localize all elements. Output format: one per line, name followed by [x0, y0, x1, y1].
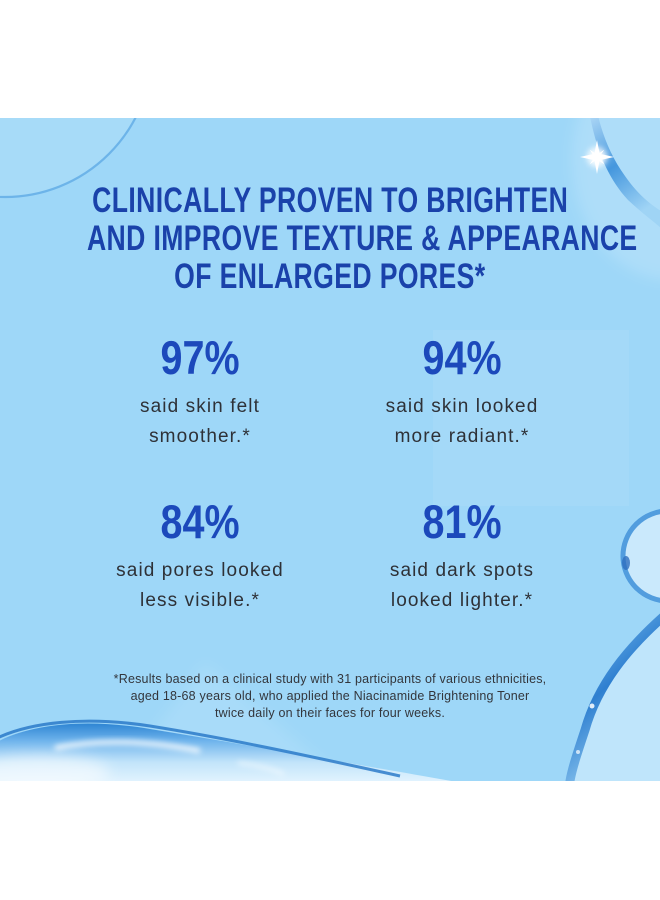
stat-label-line: less visible.* — [140, 590, 260, 611]
stat-label-line: said skin looked — [385, 396, 539, 417]
stat-pores: 84% said pores looked less visible.* — [35, 498, 365, 616]
droplet-bottom-left-decoration — [0, 719, 452, 781]
headline-line-2: AND IMPROVE TEXTURE & APPEARANCE — [86, 219, 638, 258]
stat-value: 81% — [422, 495, 502, 548]
stat-label-line: said dark spots — [389, 560, 535, 581]
stat-dark-spots: 81% said dark spots looked lighter.* — [297, 498, 627, 616]
footnote-line: twice daily on their faces for four week… — [214, 706, 446, 720]
stat-smoother: 97% said skin felt smoother.* — [35, 334, 365, 452]
stat-label: said skin felt smoother.* — [35, 392, 365, 452]
stat-label: said pores looked less visible.* — [35, 556, 365, 616]
footnote-line: *Results based on a clinical study with … — [113, 672, 547, 686]
stat-label-line: looked lighter.* — [390, 590, 534, 611]
headline: CLINICALLY PROVEN TO BRIGHTEN AND IMPROV… — [0, 182, 660, 296]
stat-radiant: 94% said skin looked more radiant.* — [297, 334, 627, 452]
headline-line-3: OF ENLARGED PORES* — [174, 257, 486, 296]
stat-label-line: smoother.* — [149, 426, 251, 447]
footnote: *Results based on a clinical study with … — [65, 671, 595, 722]
stat-value: 97% — [160, 331, 240, 384]
stat-value: 84% — [160, 495, 240, 548]
footnote-line: aged 18-68 years old, who applied the Ni… — [130, 689, 530, 703]
stat-label-line: more radiant.* — [394, 426, 530, 447]
promo-panel: CLINICALLY PROVEN TO BRIGHTEN AND IMPROV… — [0, 118, 660, 781]
stat-label: said dark spots looked lighter.* — [297, 556, 627, 616]
headline-line-1: CLINICALLY PROVEN TO BRIGHTEN — [91, 181, 569, 220]
stat-label: said skin looked more radiant.* — [297, 392, 627, 452]
stat-value: 94% — [422, 331, 502, 384]
stat-label-line: said pores looked — [116, 560, 284, 581]
stat-label-line: said skin felt — [140, 396, 260, 417]
sparkle-icon — [580, 140, 614, 174]
